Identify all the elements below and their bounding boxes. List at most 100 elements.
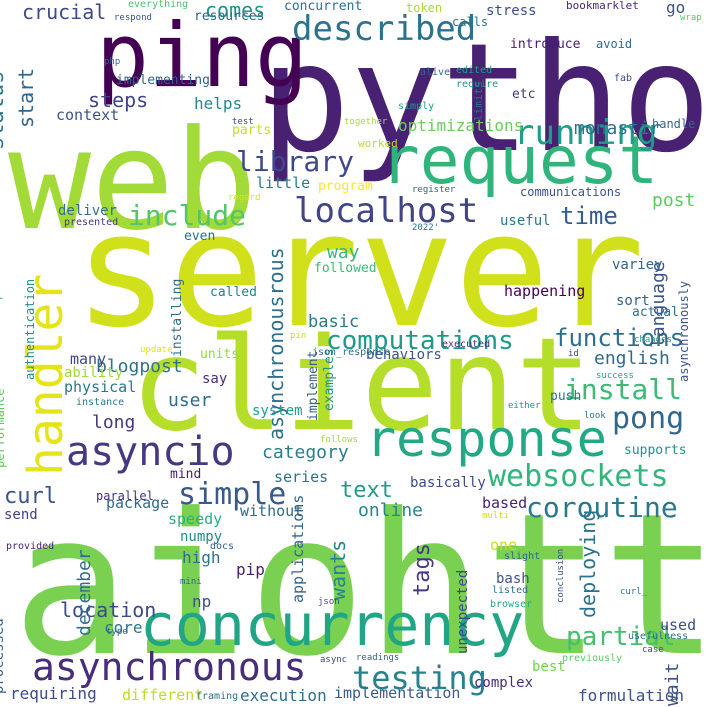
word-behaviors: behaviors: [366, 347, 442, 363]
word-english: english: [594, 348, 670, 369]
word-token: token: [406, 1, 443, 15]
word-without: without: [240, 502, 304, 520]
word-alive: alive: [420, 67, 451, 78]
word-executed: executed: [442, 339, 491, 350]
word-testing: testing: [352, 659, 487, 697]
word-conclusion: conclusion: [556, 548, 566, 603]
word-way: way: [327, 242, 360, 263]
word-2022': 2022': [412, 223, 440, 233]
word-framing: framing: [196, 691, 239, 702]
word-used: used: [660, 616, 697, 634]
word-resources: resources: [194, 9, 265, 24]
word-id: id: [568, 349, 579, 359]
word-listed: listed: [492, 585, 529, 596]
word-register: register: [412, 185, 456, 195]
word-test: test: [232, 117, 254, 127]
word-python: python: [260, 12, 707, 186]
word-send: send: [4, 507, 38, 523]
word-parts: parts: [232, 123, 272, 138]
word-useful: useful: [500, 213, 551, 229]
word-based: based: [482, 494, 528, 512]
word-even: even: [184, 229, 216, 244]
word-pin: pin: [290, 331, 307, 341]
word-unexpected: unexpected: [455, 569, 471, 654]
word-physical: physical: [64, 378, 137, 396]
word-concurrent: concurrent: [284, 0, 363, 14]
word-functions: functions: [554, 324, 685, 352]
word-location: location: [60, 598, 157, 622]
word-ability: ability: [64, 365, 124, 381]
word-start: start: [14, 67, 38, 128]
word-followed: followed: [314, 261, 377, 276]
word-speedy: speedy: [168, 510, 223, 528]
word-core: core: [104, 618, 143, 637]
word-together: together: [344, 117, 388, 127]
word-partial: partial: [566, 622, 676, 652]
word-pip: pip: [236, 560, 265, 579]
word-installing: installing: [170, 278, 185, 357]
word-curl: curl: [4, 484, 57, 509]
word-units: units: [200, 347, 240, 362]
word-request: request: [380, 122, 659, 199]
word-pong: pong: [612, 401, 685, 436]
word-implement: implement: [306, 350, 321, 421]
word-asynchronously: asynchronously: [677, 280, 691, 382]
word-described: described: [292, 9, 477, 49]
word-json_response: json_response: [312, 347, 391, 358]
word-post: post: [652, 190, 696, 211]
word-include: include: [128, 199, 247, 232]
word-supports: supports: [624, 443, 687, 458]
word-best: best: [532, 659, 566, 675]
word-provided: provided: [6, 541, 55, 552]
word-called: called: [210, 285, 257, 300]
word-formulation: formulation: [578, 686, 684, 705]
word-etc: etc: [512, 87, 536, 102]
word-requiring: requiring: [10, 684, 97, 703]
word-comes: comes: [205, 0, 266, 22]
word-implementation: implementation: [334, 684, 461, 702]
word-online: online: [358, 500, 424, 521]
word-worked: worked: [358, 137, 398, 150]
word-user: user: [168, 390, 212, 411]
word-json: json: [318, 597, 340, 607]
word-wants: wants: [326, 539, 350, 600]
word-optimizations: optimizations: [398, 116, 524, 135]
word-websockets: websockets: [488, 459, 669, 494]
word-bookmarklet: bookmarklet: [566, 0, 639, 12]
word-performance: performance: [0, 388, 7, 468]
word-everything: everything: [128, 0, 189, 10]
word-simply: simply: [398, 101, 435, 112]
word-time: time: [560, 202, 618, 230]
word-respond: respond: [114, 13, 152, 23]
word-numpy: numpy: [180, 529, 223, 545]
word-december: december: [74, 549, 95, 636]
word-avoid: avoid: [596, 37, 633, 51]
word-actual: actual: [632, 305, 679, 320]
word-mini: mini: [180, 577, 202, 587]
word-authentication: authentication: [23, 278, 37, 380]
word-docs: docs: [210, 541, 235, 552]
word-communications: communications: [520, 185, 622, 199]
word-sort: sort: [616, 293, 650, 309]
word-steps: steps: [88, 88, 149, 112]
word-async: async: [320, 655, 348, 665]
word-series: series: [274, 468, 329, 486]
word-either: either: [508, 401, 541, 411]
word-system: system: [252, 403, 303, 419]
word-happening: happening: [504, 282, 586, 300]
word-curl_: curl_: [620, 587, 648, 597]
word-execution: execution: [240, 686, 327, 705]
word-server: server: [74, 179, 645, 363]
word-aiohttp: aiohttp: [12, 472, 707, 700]
word-update: update: [140, 345, 173, 355]
word-introduce: introduce: [510, 37, 581, 52]
word-regard: regard: [228, 193, 261, 203]
word-blogpost: blogpost: [96, 356, 183, 377]
word-mind: mind: [170, 467, 202, 482]
word-different: different: [122, 686, 204, 704]
word-follows: follows: [320, 435, 358, 445]
word-changes: changes: [634, 335, 672, 345]
word-library: library: [236, 145, 355, 178]
word-basic: basic: [308, 312, 360, 332]
